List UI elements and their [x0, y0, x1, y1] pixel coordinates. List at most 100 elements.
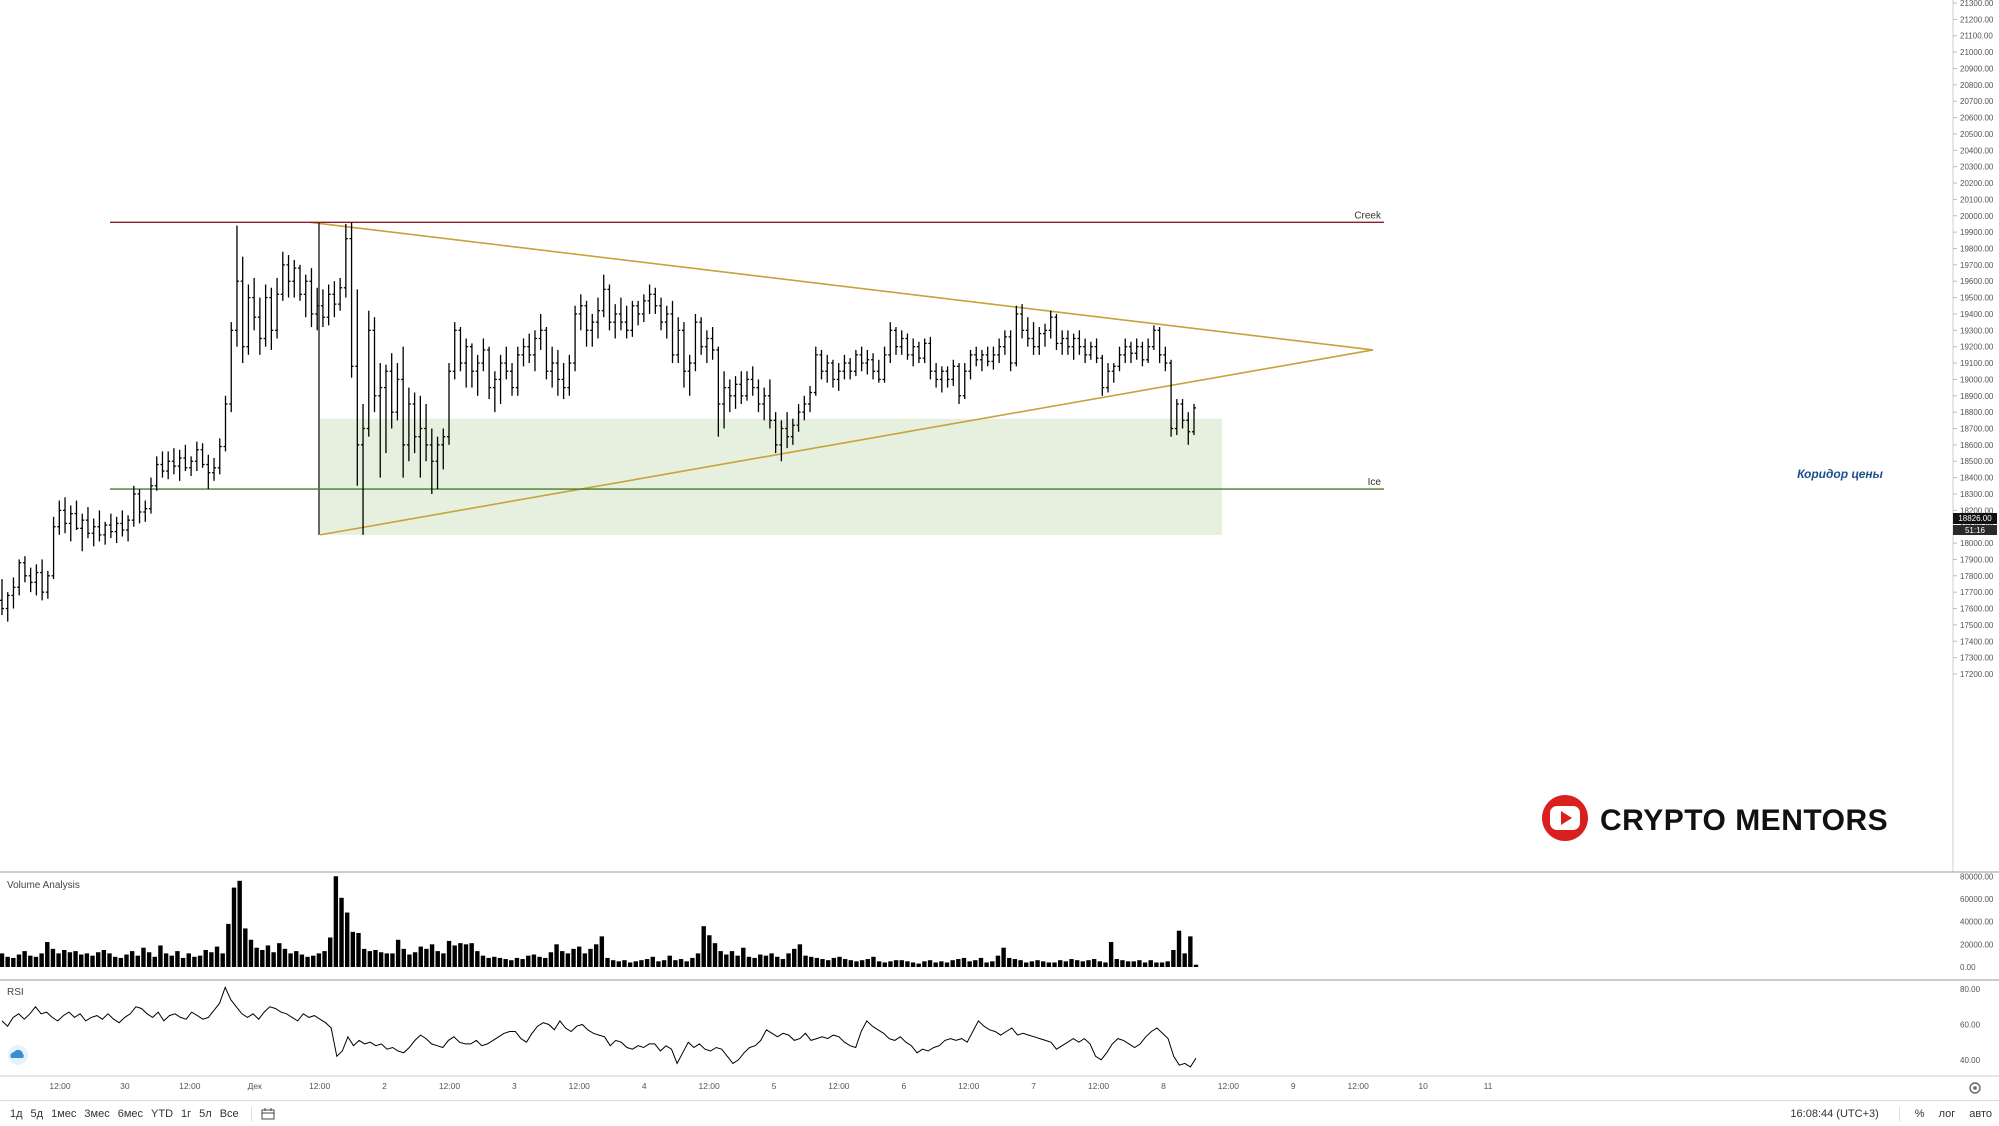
price-tick-label: 19300.00: [1960, 326, 1994, 335]
volume-bar: [1097, 961, 1103, 967]
volume-bar: [865, 959, 870, 967]
volume-bar: [543, 957, 548, 967]
volume-bar: [560, 951, 565, 967]
log-toggle[interactable]: лог: [1938, 1107, 1956, 1120]
candle: [624, 305, 629, 339]
volume-bar: [1001, 947, 1006, 967]
time-tick-label: 12:00: [569, 1081, 591, 1091]
volume-bar: [995, 955, 1001, 967]
volume-bar: [243, 928, 248, 967]
candle: [808, 385, 813, 413]
volume-bar: [933, 962, 938, 967]
candle: [234, 225, 239, 347]
volume-bar: [735, 955, 740, 967]
price-tick-label: 18300.00: [1960, 490, 1994, 499]
candle: [383, 364, 388, 454]
range-button[interactable]: 1д: [10, 1107, 23, 1120]
candle: [911, 338, 916, 367]
volume-bar: [678, 959, 684, 967]
gear-icon[interactable]: [1969, 1082, 1981, 1094]
candle: [435, 436, 440, 490]
candle: [670, 300, 675, 364]
candle: [200, 443, 205, 468]
candle: [5, 592, 10, 622]
triangle-upper-line[interactable]: [309, 221, 1374, 351]
candle: [699, 317, 704, 355]
candle: [842, 354, 847, 380]
candle: [114, 516, 119, 544]
candle: [275, 277, 280, 339]
price-tick-label: 21200.00: [1960, 15, 1994, 24]
chart-canvas[interactable]: Creek Ice Коридор цены CRYPTO MENTORS 172…: [0, 0, 1999, 1100]
range-button[interactable]: 6мес: [117, 1107, 144, 1120]
price-tick-label: 19200.00: [1960, 343, 1994, 352]
volume-bar: [961, 957, 967, 967]
candle: [85, 507, 90, 539]
toolbar-divider: [1898, 1106, 1900, 1121]
candle: [641, 294, 646, 323]
volume-bar: [633, 961, 638, 967]
candle: [733, 376, 738, 409]
price-tick-label: 20500.00: [1960, 130, 1994, 139]
range-button[interactable]: 5л: [199, 1107, 212, 1120]
time-axis[interactable]: 12:00 30 12:00 Дек 12:00 2 12:00 3 12:00 4 12:00 5 1…: [49, 1081, 1492, 1091]
candle: [1048, 310, 1053, 339]
candle: [332, 281, 337, 318]
rsi-tick-label: 80.00: [1960, 985, 1981, 994]
volume-bar: [226, 923, 231, 967]
candle: [888, 322, 893, 364]
volume-bar: [707, 935, 712, 967]
candle: [45, 570, 50, 599]
candle: [406, 387, 411, 462]
volume-bar: [1035, 960, 1040, 967]
volume-bar: [384, 953, 389, 967]
range-button[interactable]: Все: [219, 1107, 239, 1120]
volume-bar: [107, 953, 112, 967]
candle: [750, 366, 755, 396]
candle: [905, 333, 910, 360]
candle: [177, 449, 182, 481]
volume-bar: [197, 955, 203, 967]
range-button[interactable]: 3мес: [84, 1107, 110, 1120]
volume-bar: [135, 955, 141, 967]
candle: [636, 300, 641, 326]
volume-bar: [888, 961, 893, 967]
range-button[interactable]: 5д: [30, 1107, 44, 1120]
auto-toggle[interactable]: авто: [1969, 1107, 1992, 1120]
time-tick-label: 2: [382, 1081, 387, 1091]
time-tick-label: 11: [1484, 1081, 1493, 1091]
candle: [412, 392, 417, 454]
candle: [1077, 330, 1082, 355]
candle: [280, 251, 285, 301]
candle: [790, 418, 795, 445]
volume-bar: [848, 960, 854, 967]
rsi-line: [1, 985, 1197, 1068]
volume-bar: [576, 946, 582, 967]
volume-bar: [956, 959, 961, 967]
candle: [756, 379, 761, 413]
calendar-range-icon[interactable]: [260, 1107, 276, 1121]
candle: [653, 287, 658, 314]
volume-bar: [1188, 936, 1193, 967]
price-tick-label: 18000.00: [1960, 539, 1994, 548]
candle: [240, 256, 245, 364]
volume-bar: [792, 948, 797, 967]
price-tick-label: 20900.00: [1960, 64, 1994, 73]
triangle-lower-line[interactable]: [319, 349, 1374, 536]
price-axis[interactable]: 17200.00 17300.00 17400.00 17500.00 17600.00…: [1953, 0, 1994, 679]
volume-bar: [1108, 942, 1114, 967]
range-button[interactable]: YTD: [151, 1107, 174, 1120]
volume-bar: [480, 955, 486, 967]
percent-toggle[interactable]: %: [1914, 1107, 1925, 1120]
candle: [1025, 317, 1030, 347]
candle: [1123, 338, 1128, 364]
level-label-creek: Creek: [1354, 210, 1382, 221]
volume-bar: [1193, 964, 1199, 967]
price-tick-label: 17500.00: [1960, 621, 1994, 630]
price-tick-label: 18400.00: [1960, 474, 1994, 483]
candle: [848, 358, 853, 380]
volume-bar: [203, 949, 208, 967]
range-button[interactable]: 1мес: [51, 1107, 77, 1120]
cloud-icon[interactable]: [8, 1045, 28, 1065]
range-button[interactable]: 1г: [181, 1107, 192, 1120]
